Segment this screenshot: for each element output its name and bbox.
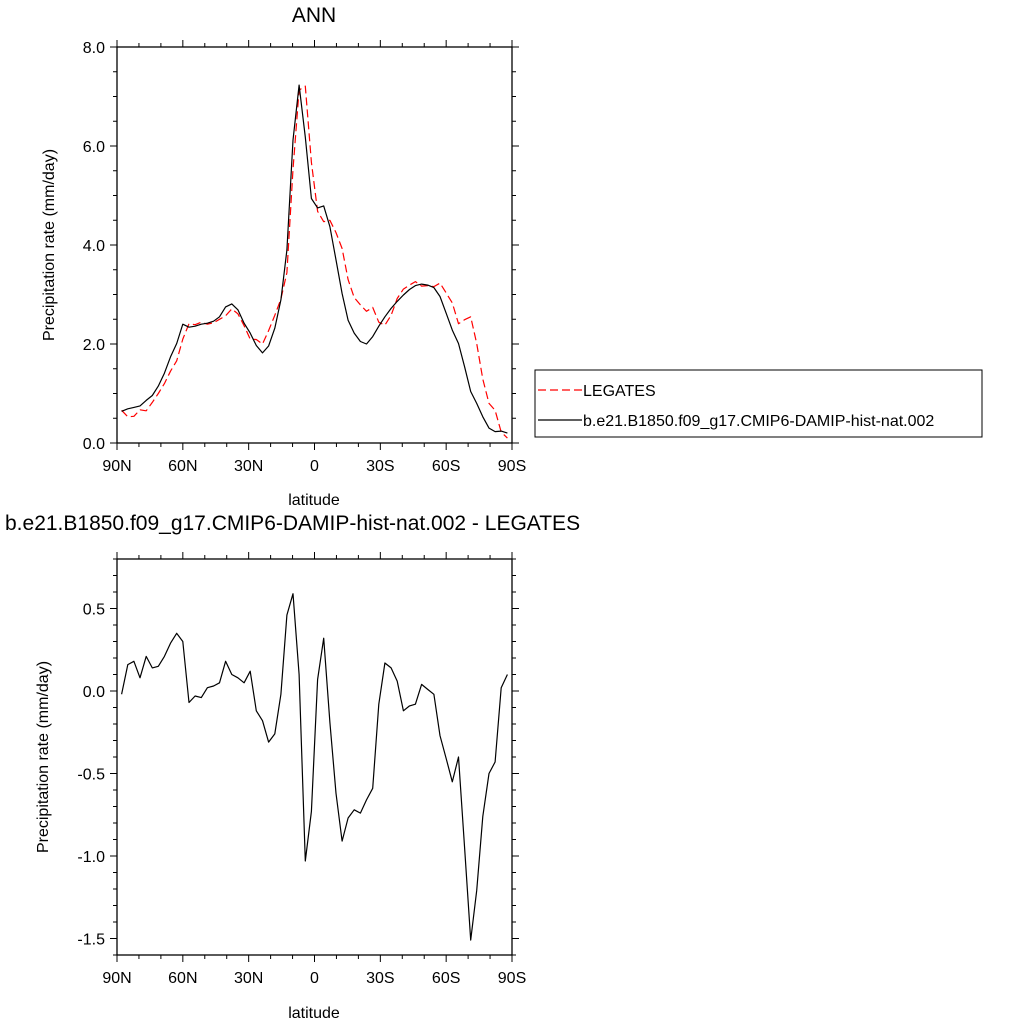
y-tick-label: 2.0 (83, 337, 105, 354)
x-tick-label: 0 (310, 970, 319, 987)
bottom-chart-title: b.e21.B1850.f09_g17.CMIP6-DAMIP-hist-nat… (5, 512, 580, 535)
x-tick-label: 90S (498, 458, 526, 475)
top-chart-ylabel: Precipitation rate (mm/day) (41, 149, 58, 341)
y-tick-label: 0.0 (83, 436, 105, 453)
series-line-b-e21-b1850-f09-g17-cmip6-damip-hist-nat-002 (122, 85, 508, 433)
x-tick-label: 60N (168, 970, 197, 987)
top-chart-title: ANN (292, 4, 336, 27)
bottom-chart-xlabel: latitude (288, 1005, 340, 1022)
y-tick-label: -1.5 (77, 932, 105, 949)
y-tick-label: -0.5 (77, 767, 105, 784)
legend: LEGATES b.e21.B1850.f09_g17.CMIP6-DAMIP-… (535, 370, 982, 437)
top-chart-xlabel: latitude (288, 492, 340, 509)
y-tick-label: 0.5 (83, 602, 105, 619)
y-tick-label: 8.0 (83, 40, 105, 57)
x-tick-label: 90N (102, 970, 131, 987)
x-tick-label: 60N (168, 458, 197, 475)
y-tick-label: -1.0 (77, 849, 105, 866)
x-tick-label: 90S (498, 970, 526, 987)
x-tick-label: 0 (310, 458, 319, 475)
y-tick-label: 4.0 (83, 238, 105, 255)
x-tick-label: 60S (432, 970, 460, 987)
legend-label-legates: LEGATES (583, 383, 656, 400)
series-line-difference (122, 594, 508, 940)
y-tick-label: 6.0 (83, 139, 105, 156)
x-tick-label: 30S (366, 458, 394, 475)
bottom-chart: 90N 60N 30N 0 30S 60S 90S -1.5 -1.0 -0.5 0.0 0.5 (77, 552, 526, 987)
bottom-chart-ylabel: Precipitation rate (mm/day) (35, 661, 52, 853)
x-tick-label: 30N (234, 970, 263, 987)
series-line-legates (122, 86, 508, 438)
x-tick-label: 90N (102, 458, 131, 475)
legend-label-model: b.e21.B1850.f09_g17.CMIP6-DAMIP-hist-nat… (583, 413, 934, 430)
x-tick-label: 60S (432, 458, 460, 475)
x-tick-label: 30S (366, 970, 394, 987)
top-chart: 90N 60N 30N 0 30S 60S 90S 0.0 2.0 4.0 6.0 8.0 (83, 40, 526, 475)
plot-frame (117, 47, 512, 443)
y-tick-label: 0.0 (83, 684, 105, 701)
x-tick-label: 30N (234, 458, 263, 475)
